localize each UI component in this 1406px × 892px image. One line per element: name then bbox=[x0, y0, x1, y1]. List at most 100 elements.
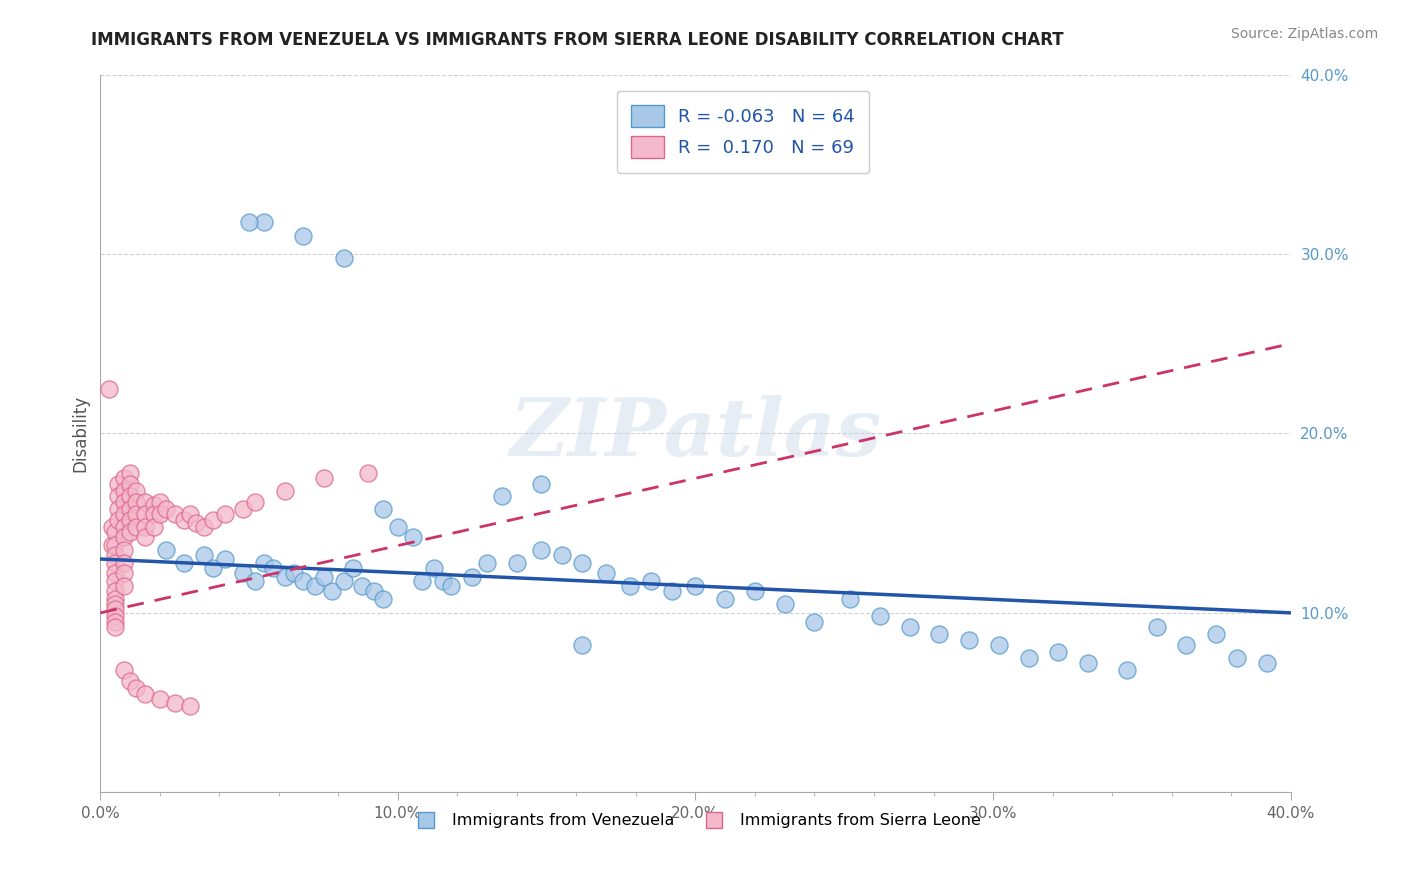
Point bbox=[104, 620, 127, 634]
Point bbox=[440, 579, 463, 593]
Point bbox=[243, 574, 266, 588]
Point bbox=[104, 556, 127, 570]
Point bbox=[803, 615, 825, 629]
Point bbox=[193, 520, 215, 534]
Point bbox=[342, 561, 364, 575]
Point bbox=[104, 525, 127, 540]
Point bbox=[125, 483, 148, 498]
Point bbox=[193, 549, 215, 563]
Point bbox=[112, 483, 135, 498]
Point bbox=[107, 489, 129, 503]
Text: IMMIGRANTS FROM VENEZUELA VS IMMIGRANTS FROM SIERRA LEONE DISABILITY CORRELATION: IMMIGRANTS FROM VENEZUELA VS IMMIGRANTS … bbox=[91, 31, 1064, 49]
Point bbox=[283, 566, 305, 581]
Point bbox=[112, 556, 135, 570]
Point bbox=[1077, 656, 1099, 670]
Point bbox=[506, 556, 529, 570]
Point bbox=[149, 507, 172, 521]
Point bbox=[120, 525, 142, 540]
Point bbox=[461, 570, 484, 584]
Point bbox=[387, 520, 409, 534]
Point bbox=[112, 520, 135, 534]
Point bbox=[142, 498, 165, 512]
Point bbox=[371, 501, 394, 516]
Point bbox=[120, 466, 142, 480]
Y-axis label: Disability: Disability bbox=[72, 395, 89, 472]
Point bbox=[291, 229, 314, 244]
Point bbox=[184, 516, 207, 530]
Point bbox=[619, 579, 641, 593]
Point bbox=[1146, 620, 1168, 634]
Point bbox=[112, 543, 135, 558]
Point bbox=[120, 501, 142, 516]
Point bbox=[262, 561, 284, 575]
Point bbox=[125, 681, 148, 696]
Point bbox=[422, 561, 444, 575]
Point bbox=[120, 476, 142, 491]
Point bbox=[232, 501, 254, 516]
Point bbox=[898, 620, 921, 634]
Point bbox=[640, 574, 662, 588]
Point bbox=[120, 674, 142, 689]
Point bbox=[321, 584, 343, 599]
Point bbox=[773, 597, 796, 611]
Point bbox=[134, 531, 156, 545]
Point bbox=[107, 476, 129, 491]
Point bbox=[112, 507, 135, 521]
Point bbox=[134, 507, 156, 521]
Point bbox=[304, 579, 326, 593]
Point bbox=[120, 512, 142, 526]
Point bbox=[744, 584, 766, 599]
Point bbox=[530, 476, 553, 491]
Text: Source: ZipAtlas.com: Source: ZipAtlas.com bbox=[1230, 27, 1378, 41]
Point bbox=[155, 501, 177, 516]
Point bbox=[1205, 627, 1227, 641]
Point bbox=[104, 602, 127, 616]
Point bbox=[125, 494, 148, 508]
Point bbox=[550, 549, 572, 563]
Point bbox=[163, 696, 186, 710]
Point bbox=[104, 584, 127, 599]
Point bbox=[179, 699, 201, 714]
Point bbox=[179, 507, 201, 521]
Point bbox=[333, 251, 356, 265]
Point bbox=[571, 638, 593, 652]
Point bbox=[839, 591, 862, 606]
Point bbox=[101, 520, 124, 534]
Point bbox=[112, 566, 135, 581]
Point bbox=[661, 584, 683, 599]
Point bbox=[104, 574, 127, 588]
Point bbox=[125, 520, 148, 534]
Point bbox=[371, 591, 394, 606]
Point bbox=[491, 489, 513, 503]
Point bbox=[928, 627, 950, 641]
Point bbox=[120, 489, 142, 503]
Point bbox=[112, 531, 135, 545]
Point bbox=[253, 215, 276, 229]
Point bbox=[134, 494, 156, 508]
Point bbox=[243, 494, 266, 508]
Point bbox=[312, 471, 335, 485]
Point bbox=[112, 471, 135, 485]
Legend: Immigrants from Venezuela, Immigrants from Sierra Leone: Immigrants from Venezuela, Immigrants fr… bbox=[404, 806, 987, 835]
Point bbox=[402, 531, 425, 545]
Point bbox=[107, 512, 129, 526]
Point bbox=[112, 579, 135, 593]
Point bbox=[214, 507, 236, 521]
Point bbox=[104, 566, 127, 581]
Point bbox=[104, 597, 127, 611]
Point bbox=[1226, 650, 1249, 665]
Point bbox=[957, 632, 980, 647]
Point bbox=[988, 638, 1011, 652]
Point bbox=[134, 687, 156, 701]
Point bbox=[274, 483, 297, 498]
Point bbox=[202, 512, 225, 526]
Point bbox=[357, 466, 380, 480]
Point bbox=[125, 507, 148, 521]
Point bbox=[432, 574, 454, 588]
Point bbox=[107, 501, 129, 516]
Point bbox=[98, 382, 121, 396]
Point bbox=[869, 609, 891, 624]
Point bbox=[571, 556, 593, 570]
Point bbox=[714, 591, 737, 606]
Point bbox=[104, 538, 127, 552]
